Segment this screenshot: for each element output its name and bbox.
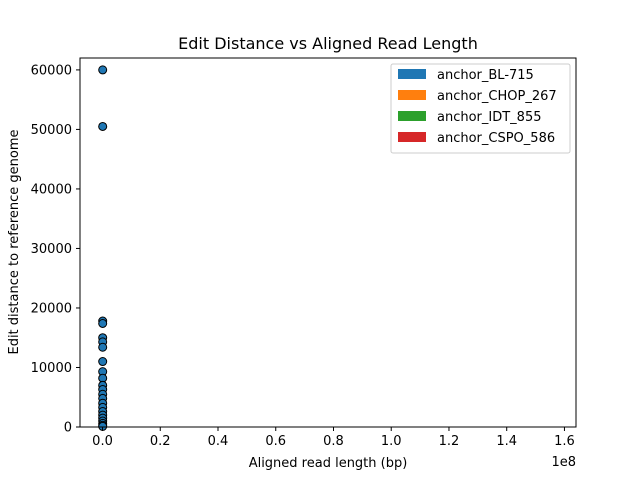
legend-items: anchor_BL-715 anchor_CHOP_267 anchor_IDT_8…	[398, 68, 557, 146]
x-tick-label: 1.0	[381, 434, 402, 449]
legend-label: anchor_BL-715	[437, 68, 534, 83]
x-tick-label: 0.0	[92, 434, 113, 449]
x-tick-label: 0.8	[323, 434, 344, 449]
data-point	[98, 357, 108, 367]
y-axis-label: Edit distance to reference genome	[7, 129, 22, 354]
x-axis-offset-label: 1e8	[551, 455, 576, 470]
plot-frame	[79, 57, 577, 428]
x-tick-label: 0.2	[150, 434, 171, 449]
x-axis-label: Aligned read length (bp)	[249, 456, 408, 471]
chart-title: Edit Distance vs Aligned Read Length	[178, 34, 478, 53]
y-tick-label: 0	[64, 421, 72, 436]
y-tick-label: 60000	[31, 63, 72, 78]
legend-label: anchor_CHOP_267	[437, 89, 557, 104]
data-point	[98, 121, 108, 131]
y-axis-ticks: 0 10000 20000 30000 40000 50000 60000	[31, 63, 80, 436]
legend-swatch	[398, 90, 426, 100]
legend-swatch	[398, 69, 426, 79]
y-tick-label: 10000	[31, 361, 72, 376]
legend-swatch	[398, 132, 426, 142]
data-point	[98, 318, 108, 328]
x-tick-label: 0.6	[265, 434, 286, 449]
x-tick-label: 1.2	[439, 434, 460, 449]
y-tick-label: 20000	[31, 301, 72, 316]
x-tick-label: 1.4	[496, 434, 517, 449]
data-points	[98, 65, 108, 431]
legend: anchor_BL-715 anchor_CHOP_267 anchor_IDT_8…	[390, 63, 571, 154]
y-tick-label: 40000	[31, 182, 72, 197]
y-tick-label: 50000	[31, 123, 72, 138]
legend-label: anchor_IDT_855	[437, 110, 542, 125]
data-point	[98, 342, 108, 352]
legend-label: anchor_CSPO_586	[437, 131, 555, 146]
legend-box	[390, 63, 571, 154]
data-point	[98, 65, 108, 75]
x-tick-label: 0.4	[208, 434, 229, 449]
legend-swatch	[398, 111, 426, 121]
x-tick-label: 1.6	[554, 434, 575, 449]
x-axis-ticks: 0.0 0.2 0.4 0.6 0.8 1.0 1.2 1.4 1.6	[92, 427, 575, 449]
y-tick-label: 30000	[31, 242, 72, 257]
